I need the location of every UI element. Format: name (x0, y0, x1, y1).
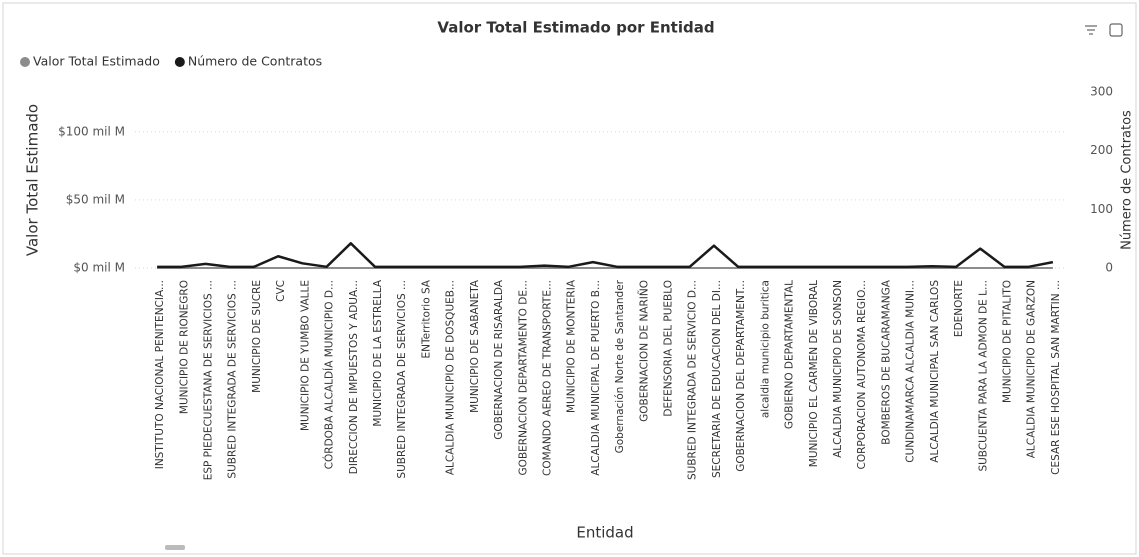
x-tick-label: GOBERNACION DE NARIÑO (637, 280, 650, 422)
x-tick-label: SUBRED INTEGRADA DE SERVICIOS ... (396, 280, 408, 479)
legend-label: Número de Contratos (188, 54, 322, 69)
x-tick-label: ALCALDIA MUNICIPIO DE GARZON (1026, 280, 1038, 458)
x-tick-label: COMANDO AEREO DE TRANSPORTE... (541, 280, 553, 476)
x-tick-label: MUNICIPIO DE RIONEGRO (178, 280, 190, 414)
y2-tick-label: 100 (1090, 202, 1113, 216)
x-tick-label: ALCALDIA MUNICIPIO DE DOSQUEB... (445, 280, 457, 475)
y2-axis-title: Número de Contratos (1120, 110, 1135, 250)
x-tick-label: MUNICIPIO DE YUMBO VALLE (299, 280, 311, 431)
scrollbar[interactable] (165, 545, 185, 550)
y2-tick-label: 300 (1090, 84, 1113, 98)
x-tick-label: Gobernación Norte de Santander (614, 279, 626, 453)
y-tick-label: $100 mil M (58, 124, 125, 138)
x-tick-label: MUNICIPIO EL CARMEN DE VIBORAL (808, 280, 820, 467)
x-tick-label: SUBRED INTEGRADA DE SERVICIOS ... (227, 280, 239, 479)
x-tick-label: ENTerritorio SA (420, 279, 432, 358)
x-tick-label: MUNICIPIO DE SABANETA (469, 279, 481, 413)
chart-title: Valor Total Estimado por Entidad (437, 19, 714, 37)
x-tick-label: CESAR ESE HOSPITAL SAN MARTIN ... (1050, 280, 1062, 475)
x-tick-label: alcaldia municipio buritica (759, 280, 771, 418)
x-tick-label: SUBCUENTA PARA LA ADMON DE L... (977, 280, 989, 472)
x-tick-label: DEFENSORIA DEL PUEBLO (663, 280, 675, 417)
y2-tick-label: 200 (1090, 143, 1113, 157)
x-axis-title: Entidad (576, 524, 633, 542)
x-tick-label: MUNICIPIO DE SUCRE (251, 280, 263, 393)
x-tick-label: GOBIERNO DEPARTAMENTAL (784, 280, 796, 429)
x-tick-label: MUNICIPIO DE PITALITO (1001, 280, 1013, 403)
y-tick-label: $0 mil M (73, 261, 125, 275)
x-tick-label: ALCALDIA MUNICIPAL SAN CARLOS (929, 280, 941, 463)
y-tick-label: $50 mil M (66, 192, 125, 206)
x-tick-label: MUNICIPIO DE LA ESTRELLA (372, 279, 384, 426)
x-tick-label: EDENORTE (953, 280, 965, 337)
x-tick-label: CÓRDOBA ALCALDÍA MUNICIPIO D... (323, 280, 336, 469)
x-tick-label: CVC (275, 280, 287, 302)
x-tick-label: ALCALDIA MUNICIPAL DE PUERTO B... (590, 280, 602, 476)
legend-marker (174, 57, 185, 67)
x-tick-label: DIRECCION DE IMPUESTOS Y ADUA... (348, 280, 360, 474)
x-tick-label: CORPORACION AUTONOMA REGIO... (856, 280, 868, 470)
series-line (157, 242, 1054, 269)
filter-icon[interactable] (1085, 25, 1097, 35)
x-tick-label: ALCALDIA MUNICIPIO DE SONSON (832, 280, 844, 458)
x-tick-label: GOBERNACION DEL DEPARTAMENT... (735, 280, 747, 472)
x-tick-label: GOBERNACION DEPARTAMENTO DE... (517, 280, 529, 475)
x-tick-label: MUNICIPIO DE MONTERIA (566, 279, 578, 413)
y2-tick-label: 0 (1105, 261, 1113, 275)
legend-marker (20, 57, 30, 67)
x-tick-label: SUBRED INTEGRADA DE SERVICIO D... (687, 280, 699, 480)
x-tick-label: CUNDINAMARCA ALCALDIA MUNI... (905, 280, 917, 463)
x-tick-label: ESP PIEDECUESTANA DE SERVICIOS ... (203, 280, 215, 480)
x-tick-label: BOMBEROS DE BUCARAMANGA (880, 279, 892, 444)
y-axis-title: Valor Total Estimado (24, 104, 42, 256)
x-tick-label: INSTITUTO NACIONAL PENITENCIA... (154, 280, 166, 469)
x-tick-label: SECRETARIA DE EDUCACION DEL DI... (711, 280, 723, 478)
x-tick-label: GOBERNACION DE RISARALDA (493, 279, 505, 440)
legend-label: Valor Total Estimado (33, 54, 160, 69)
expand-icon[interactable] (1109, 23, 1123, 37)
